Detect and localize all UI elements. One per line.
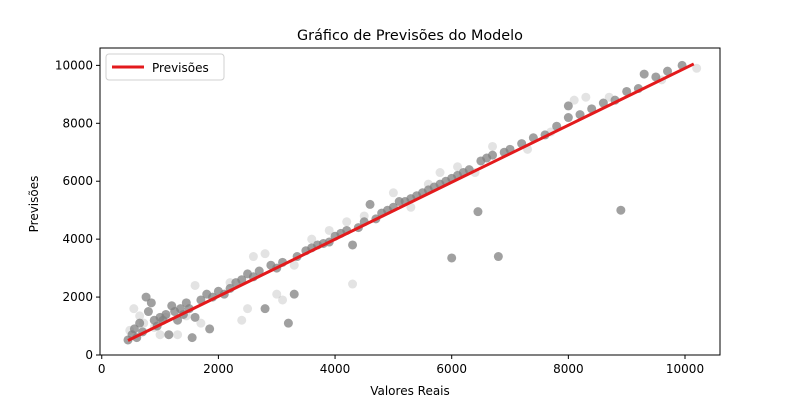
- faded-point-33: [569, 95, 579, 105]
- data-point-95: [663, 66, 673, 76]
- faded-point-16: [272, 289, 282, 299]
- data-point-26: [205, 324, 215, 334]
- data-point-8: [146, 298, 156, 308]
- faded-point-25: [406, 202, 416, 212]
- y-tick-label-5: 10000: [55, 58, 93, 72]
- data-point-94: [651, 72, 661, 82]
- data-point-73: [473, 207, 483, 217]
- y-tick-label-4: 8000: [62, 116, 93, 130]
- x-tick-label-1: 2000: [203, 362, 234, 376]
- faded-point-34: [581, 92, 591, 102]
- data-point-7: [143, 307, 153, 317]
- faded-point-30: [488, 141, 498, 151]
- data-point-77: [493, 252, 503, 262]
- faded-point-10: [196, 318, 206, 328]
- legend-label-previsoes: Previsões: [152, 61, 209, 75]
- y-axis-label: Previsões: [27, 176, 41, 233]
- data-point-2: [129, 324, 139, 334]
- x-axis-label: Valores Reais: [370, 384, 450, 398]
- data-point-14: [164, 330, 174, 340]
- x-tick-label-2: 4000: [320, 362, 351, 376]
- faded-point-18: [289, 260, 299, 270]
- data-point-84: [563, 113, 573, 123]
- data-point-90: [616, 205, 626, 215]
- faded-point-13: [243, 304, 253, 314]
- faded-point-2: [135, 311, 145, 321]
- fit-line: [127, 62, 695, 342]
- data-point-22: [187, 333, 197, 343]
- faded-point-24: [388, 188, 398, 198]
- legend: Previsões: [105, 53, 225, 81]
- data-point-51: [348, 240, 358, 250]
- data-point-36: [260, 304, 270, 314]
- faded-point-5: [155, 330, 165, 340]
- faded-point-17: [278, 295, 288, 305]
- data-point-69: [447, 253, 457, 263]
- faded-point-15: [260, 249, 270, 259]
- data-point-76: [488, 150, 498, 160]
- faded-point-12: [237, 315, 247, 325]
- faded-point-22: [348, 279, 358, 289]
- y-tick-label-3: 6000: [62, 174, 93, 188]
- faded-point-37: [692, 63, 702, 73]
- data-point-40: [283, 318, 293, 328]
- data-point-54: [365, 199, 375, 209]
- data-point-91: [622, 86, 632, 96]
- y-tick-label-0: 0: [85, 348, 93, 362]
- x-tick-label-5: 10000: [666, 362, 704, 376]
- y-tick-label-1: 2000: [62, 290, 93, 304]
- x-axis-ticks: 0 2000 4000 6000 8000 10000: [98, 355, 704, 376]
- data-point-93: [639, 69, 649, 79]
- data-point-23: [190, 312, 200, 322]
- faded-point-7: [173, 330, 183, 340]
- plot-frame: [99, 47, 721, 356]
- x-tick-label-4: 8000: [553, 362, 584, 376]
- faded-point-9: [190, 280, 200, 290]
- faded-point-27: [435, 168, 445, 178]
- legend-box: [105, 53, 225, 81]
- data-point-35: [254, 266, 264, 276]
- x-tick-label-0: 0: [98, 362, 106, 376]
- faded-point-19: [307, 234, 317, 244]
- faded-point-28: [453, 162, 463, 172]
- data-point-32: [237, 275, 247, 285]
- y-axis-ticks: 0 2000 4000 6000 8000 10000: [55, 58, 100, 362]
- data-point-88: [598, 98, 608, 108]
- data-point-13: [161, 309, 171, 319]
- faded-point-1: [129, 304, 139, 314]
- x-tick-label-3: 6000: [436, 362, 467, 376]
- data-point-4: [135, 318, 145, 328]
- faded-point-20: [324, 225, 334, 235]
- data-point-6: [141, 292, 151, 302]
- faded-point-21: [342, 217, 352, 227]
- fit-line-group: [127, 62, 695, 342]
- data-point-41: [289, 289, 299, 299]
- y-tick-label-2: 4000: [62, 232, 93, 246]
- chart-title: Gráfico de Previsões do Modelo: [297, 28, 523, 44]
- faded-point-14: [248, 252, 258, 262]
- data-point-85: [563, 101, 573, 111]
